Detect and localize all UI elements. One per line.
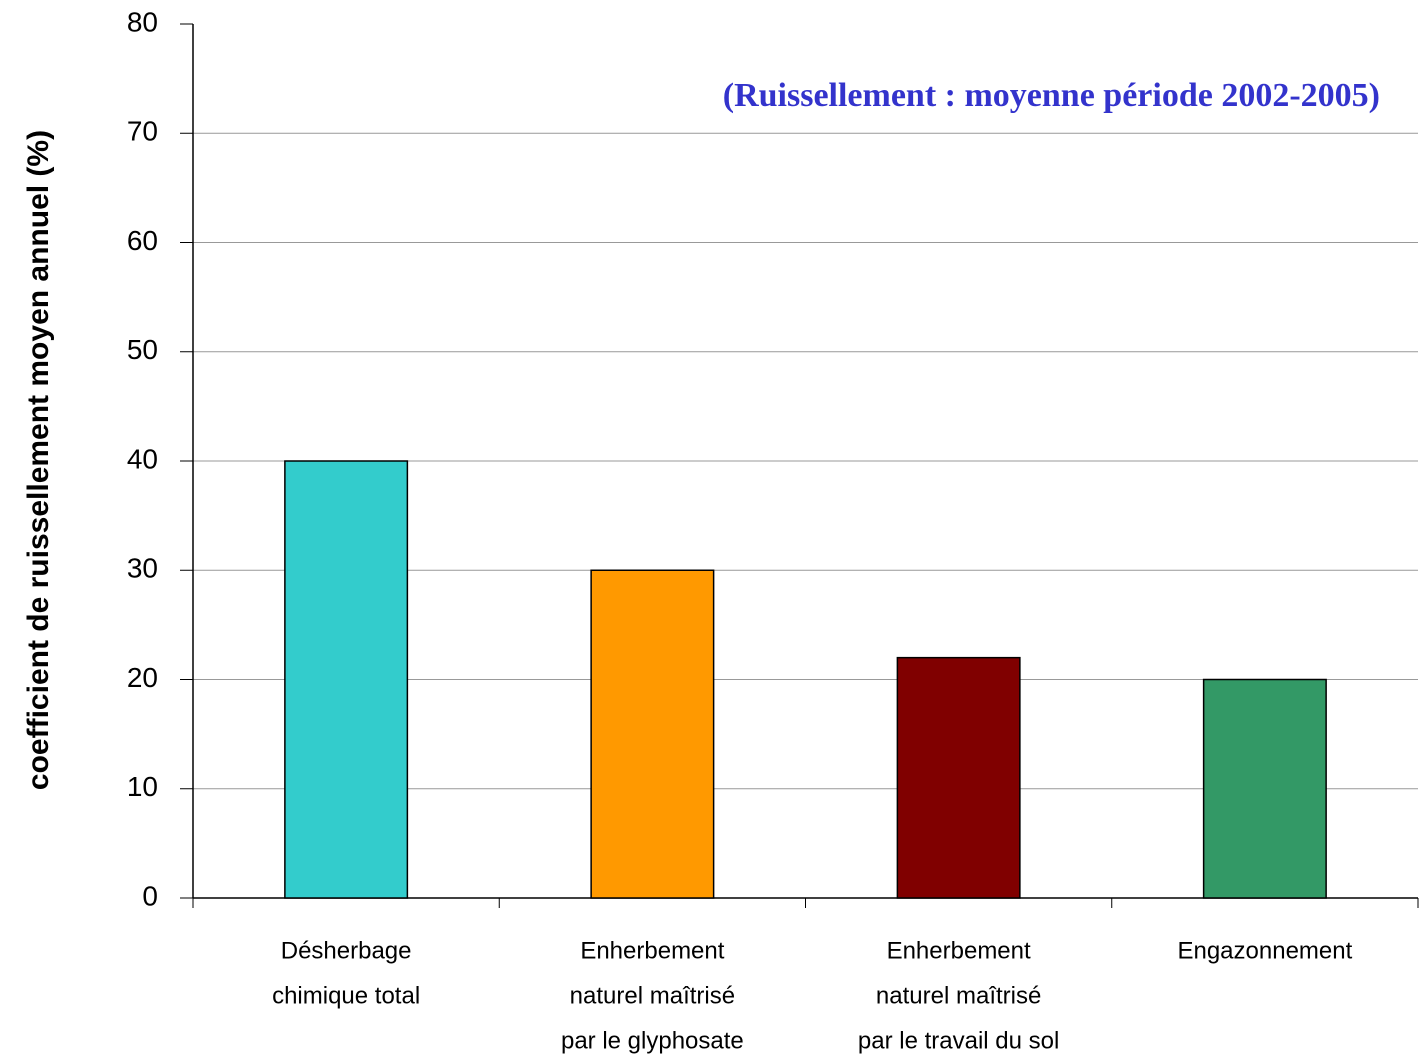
x-tick-label: Enherbement <box>580 937 724 964</box>
x-tick-label: naturel maîtrisé <box>876 982 1041 1009</box>
bar <box>590 569 715 899</box>
y-tick-label: 20 <box>127 662 158 693</box>
x-tick-label: par le glyphosate <box>561 1027 744 1054</box>
y-tick-label: 60 <box>127 225 158 256</box>
x-tick-label: chimique total <box>272 982 420 1009</box>
y-tick-label: 80 <box>127 6 158 37</box>
y-tick-label: 0 <box>142 880 158 911</box>
bar <box>284 460 409 899</box>
x-tick-label: par le travail du sol <box>858 1027 1059 1054</box>
y-tick-label: 40 <box>127 443 158 474</box>
x-tick-label: Enherbement <box>887 937 1031 964</box>
y-tick-label: 30 <box>127 553 158 584</box>
x-tick-label: Engazonnement <box>1177 937 1352 964</box>
bar <box>1202 678 1327 899</box>
annotation: (Ruissellement : moyenne période 2002-20… <box>723 77 1380 114</box>
y-tick-label: 70 <box>127 116 158 147</box>
y-tick-label: 50 <box>127 334 158 365</box>
x-tick-label: naturel maîtrisé <box>570 982 735 1009</box>
y-tick-label: 10 <box>127 771 158 802</box>
y-axis-label: coefficient de ruissellement moyen annue… <box>22 130 55 790</box>
x-tick-label: Désherbage <box>281 937 412 964</box>
bar <box>896 656 1021 899</box>
